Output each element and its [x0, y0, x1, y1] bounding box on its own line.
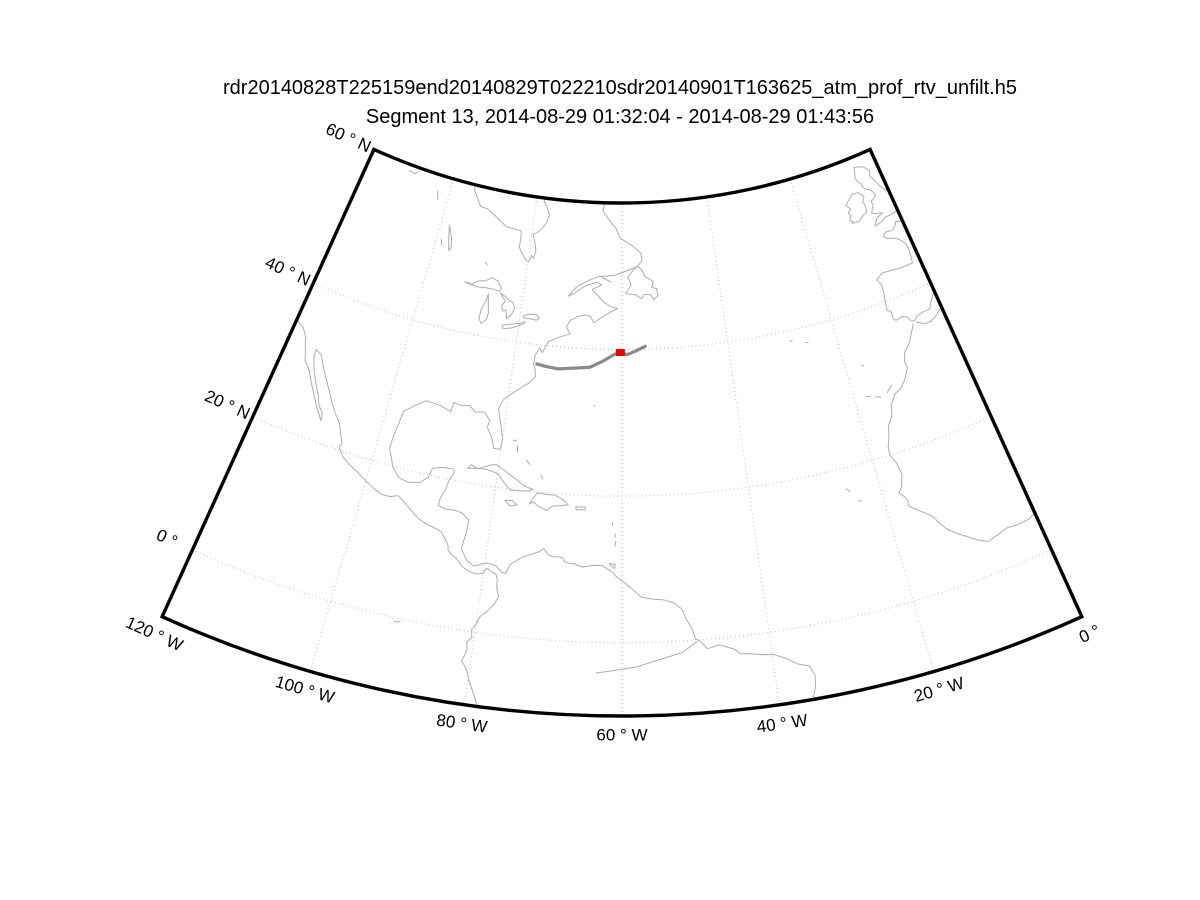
coastline [389, 198, 817, 706]
coastline [845, 192, 868, 224]
lon-label-120w: 120 ° W [123, 613, 186, 655]
coastline [529, 492, 569, 512]
ground-track [535, 344, 647, 371]
plot-title: rdr20140828T225159end20140829T022210sdr2… [223, 77, 1017, 99]
graticule-meridian-20w [789, 178, 935, 672]
coastline [501, 321, 526, 330]
lat-label-0n: 0 ° [153, 525, 180, 551]
graticule-meridian-40w [706, 196, 780, 705]
coastline [540, 474, 544, 480]
coastline [512, 439, 518, 442]
coastline [291, 317, 500, 715]
coastline [886, 384, 893, 394]
coastline [614, 540, 617, 547]
map-border [159, 147, 1085, 718]
lon-label-20w: 20 ° W [912, 673, 966, 706]
coastline [467, 463, 534, 492]
lon-label-0w: 0 ° [1076, 621, 1103, 647]
coastline [876, 218, 936, 322]
coastline [593, 404, 596, 407]
coastline [504, 499, 518, 507]
graticule-parallel-20 [252, 415, 992, 497]
coastline [525, 459, 531, 466]
coastline [478, 293, 489, 324]
coastline [484, 261, 488, 266]
segment-marker [615, 349, 625, 356]
coastline [522, 313, 540, 321]
coastline [474, 181, 550, 263]
coastline [608, 562, 616, 570]
coastline [887, 323, 1042, 543]
track-group [535, 344, 647, 371]
lat-label-60n: 60 ° N [323, 119, 374, 156]
coastline [858, 499, 862, 502]
lat-label-20n: 20 ° N [202, 386, 253, 423]
coastline [625, 265, 659, 301]
coastline [448, 224, 453, 252]
coastline [845, 488, 851, 492]
coastline [595, 641, 698, 674]
plot-subtitle: Segment 13, 2014-08-29 01:32:04 - 2014-0… [365, 106, 875, 128]
lon-label-80w: 80 ° W [435, 711, 488, 737]
coastline [499, 292, 516, 319]
coastline [600, 276, 612, 283]
graticule-meridian-80w [464, 196, 538, 705]
coastline [575, 506, 586, 511]
coastline [409, 169, 419, 175]
lon-label-60w: 60 ° W [596, 726, 647, 745]
coastline [611, 522, 614, 527]
lat-label-40n: 40 ° N [262, 253, 313, 290]
lon-label-40w: 40 ° W [755, 711, 808, 737]
coastline [464, 277, 502, 292]
coastlines-group [291, 166, 1042, 715]
coastline [614, 533, 616, 538]
coastline [437, 190, 439, 200]
graticule-meridian-100w [309, 178, 455, 672]
